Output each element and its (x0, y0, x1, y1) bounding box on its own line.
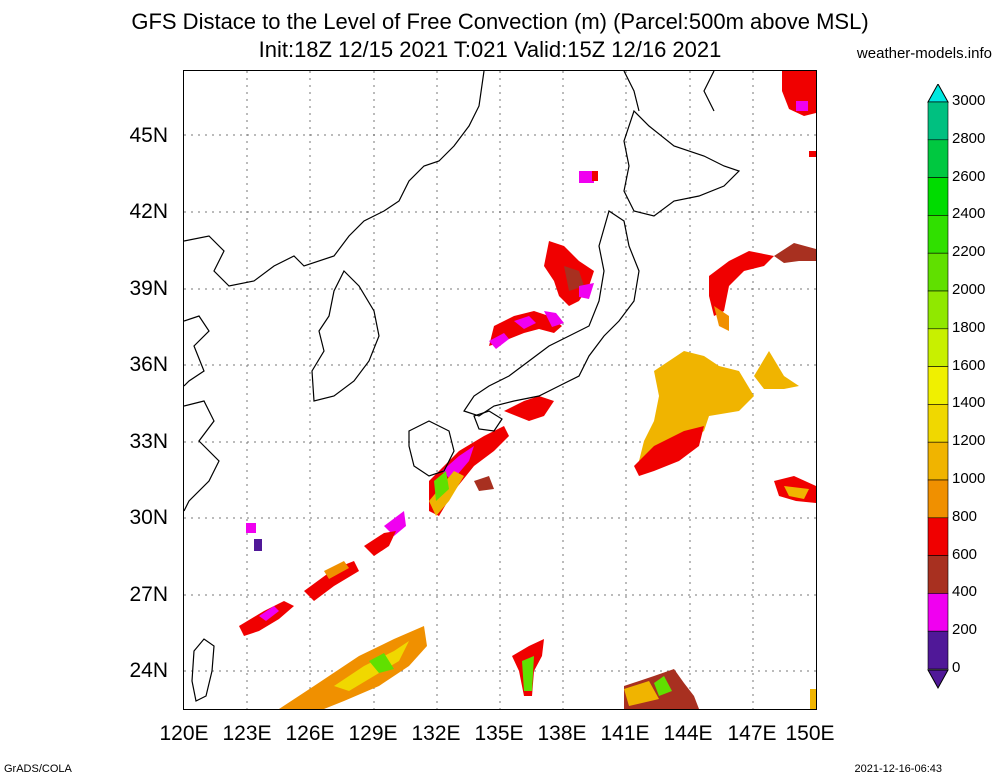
source-label: weather-models.info (856, 45, 992, 62)
colorbar-segment (927, 593, 949, 632)
colorbar-segment (927, 101, 949, 141)
lon-label-135e: 135E (474, 722, 524, 745)
lat-label-27n: 27N (129, 583, 168, 606)
lon-label-126e: 126E (285, 722, 335, 745)
lon-label-120e: 120E (159, 722, 209, 745)
colorbar-label: 2800 (952, 129, 986, 147)
lon-label-123e: 123E (222, 722, 272, 745)
colorbar-segment (927, 404, 949, 443)
lon-label-150e: 150E (785, 722, 835, 745)
colorbar-segment (927, 328, 949, 367)
colorbar (927, 84, 949, 690)
colorbar-segment (927, 366, 949, 405)
colorbar-label: 1000 (952, 470, 986, 487)
colorbar-segment (927, 177, 949, 216)
lon-label-147e: 147E (727, 722, 777, 745)
colorbar-label: 2200 (952, 243, 986, 261)
colorbar-label: 3000 (952, 92, 986, 109)
colorbar-segment (927, 479, 949, 519)
map-panel (183, 70, 817, 710)
colorbar-segment (927, 215, 949, 254)
colorbar-label: 800 (952, 507, 978, 525)
lon-label-132e: 132E (411, 722, 461, 745)
colorbar-segments (927, 101, 949, 670)
colorbar-label: 2400 (952, 205, 986, 223)
colorbar-label: 2000 (952, 281, 986, 298)
colorbar-segment (927, 252, 949, 292)
colorbar-segment (927, 290, 949, 330)
lat-label-33n: 33N (129, 430, 168, 453)
colorbar-label: 1600 (952, 356, 986, 374)
lon-label-144e: 144E (663, 722, 713, 745)
chart-subtitle: Init:18Z 12/15 2021 T:021 Valid:15Z 12/1… (258, 37, 722, 62)
colorbar-label: 1200 (952, 432, 986, 450)
colorbar-label: 400 (952, 583, 978, 601)
colorbar-top-arrow (927, 84, 949, 103)
lat-label-42n: 42N (129, 200, 168, 223)
chart-title: GFS Distace to the Level of Free Convect… (131, 9, 869, 34)
lat-label-24n: 24N (129, 659, 168, 682)
lat-label-30n: 30N (129, 506, 168, 529)
colorbar-bottom-arrow (927, 669, 949, 690)
colorbar-label: 600 (952, 545, 978, 563)
colorbar-label: 2600 (952, 167, 986, 185)
colorbar-label: 0 (952, 659, 961, 676)
coastlines (184, 71, 741, 702)
colorbar-label: 200 (952, 621, 978, 639)
lfc-shading (239, 71, 816, 709)
colorbar-segment (927, 441, 949, 481)
lon-label-138e: 138E (537, 722, 587, 745)
colorbar-segment (927, 555, 949, 594)
colorbar-label: 1800 (952, 318, 986, 336)
lat-label-45n: 45N (129, 124, 168, 147)
colorbar-segment (927, 517, 949, 556)
colorbar-label: 1400 (952, 394, 986, 412)
lon-label-129e: 129E (348, 722, 398, 745)
colorbar-segment (927, 630, 949, 670)
colorbar-segment (927, 139, 949, 178)
map-canvas (184, 71, 816, 709)
lon-label-141e: 141E (600, 722, 650, 745)
lat-label-36n: 36N (129, 353, 168, 376)
footer-credit: GrADS/COLA (4, 763, 72, 775)
gridlines (184, 71, 816, 709)
footer-timestamp: 2021-12-16-06:43 (854, 763, 942, 775)
lat-label-39n: 39N (129, 277, 168, 300)
